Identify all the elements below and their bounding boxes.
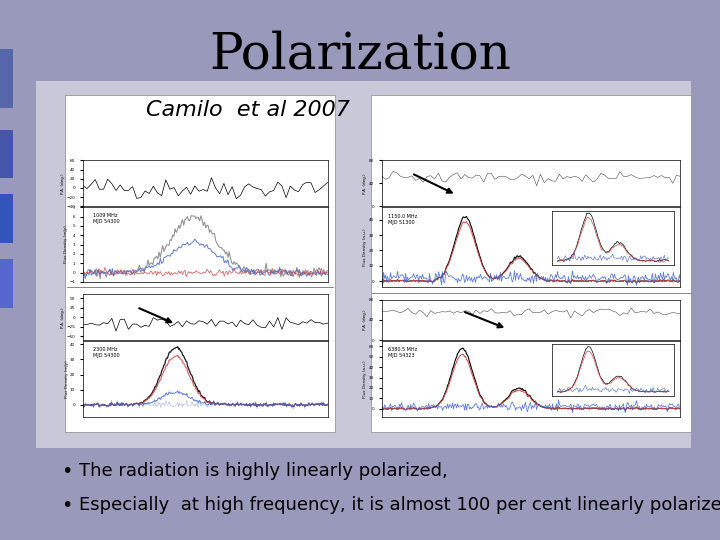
Text: •: •: [61, 462, 73, 481]
Bar: [0, 49, 13, 108]
Bar: [371, 94, 691, 432]
Text: The radiation is highly linearly polarized,: The radiation is highly linearly polariz…: [79, 462, 448, 480]
Y-axis label: P.A. (deg.): P.A. (deg.): [364, 309, 367, 330]
Text: 2300 MHz
MJD 54300: 2300 MHz MJD 54300: [93, 347, 120, 358]
Text: •: •: [61, 496, 73, 515]
Y-axis label: Flux Density (a.u.): Flux Density (a.u.): [364, 360, 367, 398]
Y-axis label: Flux Density (mJy): Flux Density (mJy): [65, 360, 68, 398]
Text: 6380.5 MHz
MJD 54323: 6380.5 MHz MJD 54323: [387, 347, 417, 358]
Bar: [65, 94, 335, 432]
Text: Especially  at high frequency, it is almost 100 per cent linearly polarized.: Especially at high frequency, it is almo…: [79, 496, 720, 514]
Text: 1009 MHz
MJD 54300: 1009 MHz MJD 54300: [93, 213, 120, 224]
Y-axis label: P.A. (deg.): P.A. (deg.): [61, 307, 65, 328]
Y-axis label: Flux Density (mJy): Flux Density (mJy): [64, 226, 68, 264]
Bar: [0, 130, 13, 178]
Text: Camilo  et al 2007: Camilo et al 2007: [146, 100, 351, 120]
Bar: [36, 81, 691, 448]
Text: Polarization: Polarization: [209, 30, 511, 79]
Bar: [0, 259, 13, 308]
Y-axis label: P.A. (deg.): P.A. (deg.): [61, 173, 65, 194]
Text: 1150.0 MHz
MJD 51300: 1150.0 MHz MJD 51300: [387, 214, 417, 225]
Y-axis label: P.A. (deg.): P.A. (deg.): [364, 173, 367, 194]
Bar: [0, 194, 13, 243]
Y-axis label: Flux Density (a.u.): Flux Density (a.u.): [364, 228, 367, 266]
